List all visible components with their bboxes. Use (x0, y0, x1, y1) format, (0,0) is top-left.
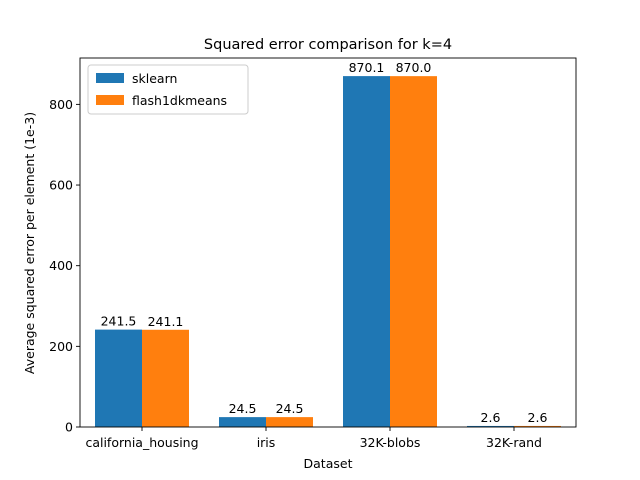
x-tick-label-32K-rand: 32K-rand (486, 435, 542, 450)
data-label-flash1dkmeans-california_housing: 241.1 (148, 314, 184, 329)
x-tick-label-california_housing: california_housing (85, 435, 198, 450)
chart-title: Squared error comparison for k=4 (204, 37, 452, 53)
data-label-sklearn-32K-rand: 2.6 (481, 410, 501, 425)
y-tick-label-800: 800 (49, 97, 73, 112)
legend-label-sklearn: sklearn (132, 71, 177, 86)
data-label-flash1dkmeans-32K-rand: 2.6 (528, 410, 548, 425)
data-label-flash1dkmeans-32K-blobs: 870.0 (396, 60, 432, 75)
legend-box (87, 64, 249, 115)
legend: sklearn flash1dkmeans (87, 64, 249, 115)
x-axis-label: Dataset (304, 456, 353, 471)
bar-sklearn-32K-rand (467, 425, 514, 427)
y-tick-label-0: 0 (65, 420, 73, 435)
axes-frame (79, 57, 577, 428)
bar-flash1dkmeans-iris (266, 417, 313, 427)
bar-flash1dkmeans-32K-rand (514, 425, 561, 427)
y-tick-label-400: 400 (49, 258, 73, 273)
bar-flash1dkmeans-32K-blobs (390, 76, 437, 428)
data-label-sklearn-iris: 24.5 (229, 401, 257, 416)
data-label-flash1dkmeans-iris: 24.5 (276, 401, 304, 416)
x-tick-label-32K-blobs: 32K-blobs (360, 435, 421, 450)
bar-flash1dkmeans-california_housing (142, 329, 189, 427)
legend-label-flash1dkmeans: flash1dkmeans (132, 93, 227, 108)
bar-sklearn-32K-blobs (343, 76, 390, 428)
y-tick-label-200: 200 (49, 339, 73, 354)
plot-area: 241.5 241.1 24.5 24.5 870.1 870.0 2.6 2.6 0 200 40… (49, 57, 577, 450)
data-label-sklearn-california_housing: 241.5 (101, 314, 137, 329)
bar-sklearn-california_housing (95, 329, 142, 427)
legend-swatch-flash1dkmeans (96, 95, 124, 105)
y-tick-label-600: 600 (49, 178, 73, 193)
data-label-sklearn-32K-blobs: 870.1 (349, 60, 385, 75)
y-axis-label: Average squared error per element (1e-3) (22, 112, 37, 374)
legend-swatch-sklearn (96, 73, 124, 83)
x-tick-label-iris: iris (257, 435, 276, 450)
bar-sklearn-iris (219, 417, 266, 427)
